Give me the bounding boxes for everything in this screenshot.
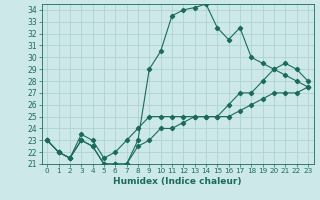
- X-axis label: Humidex (Indice chaleur): Humidex (Indice chaleur): [113, 177, 242, 186]
